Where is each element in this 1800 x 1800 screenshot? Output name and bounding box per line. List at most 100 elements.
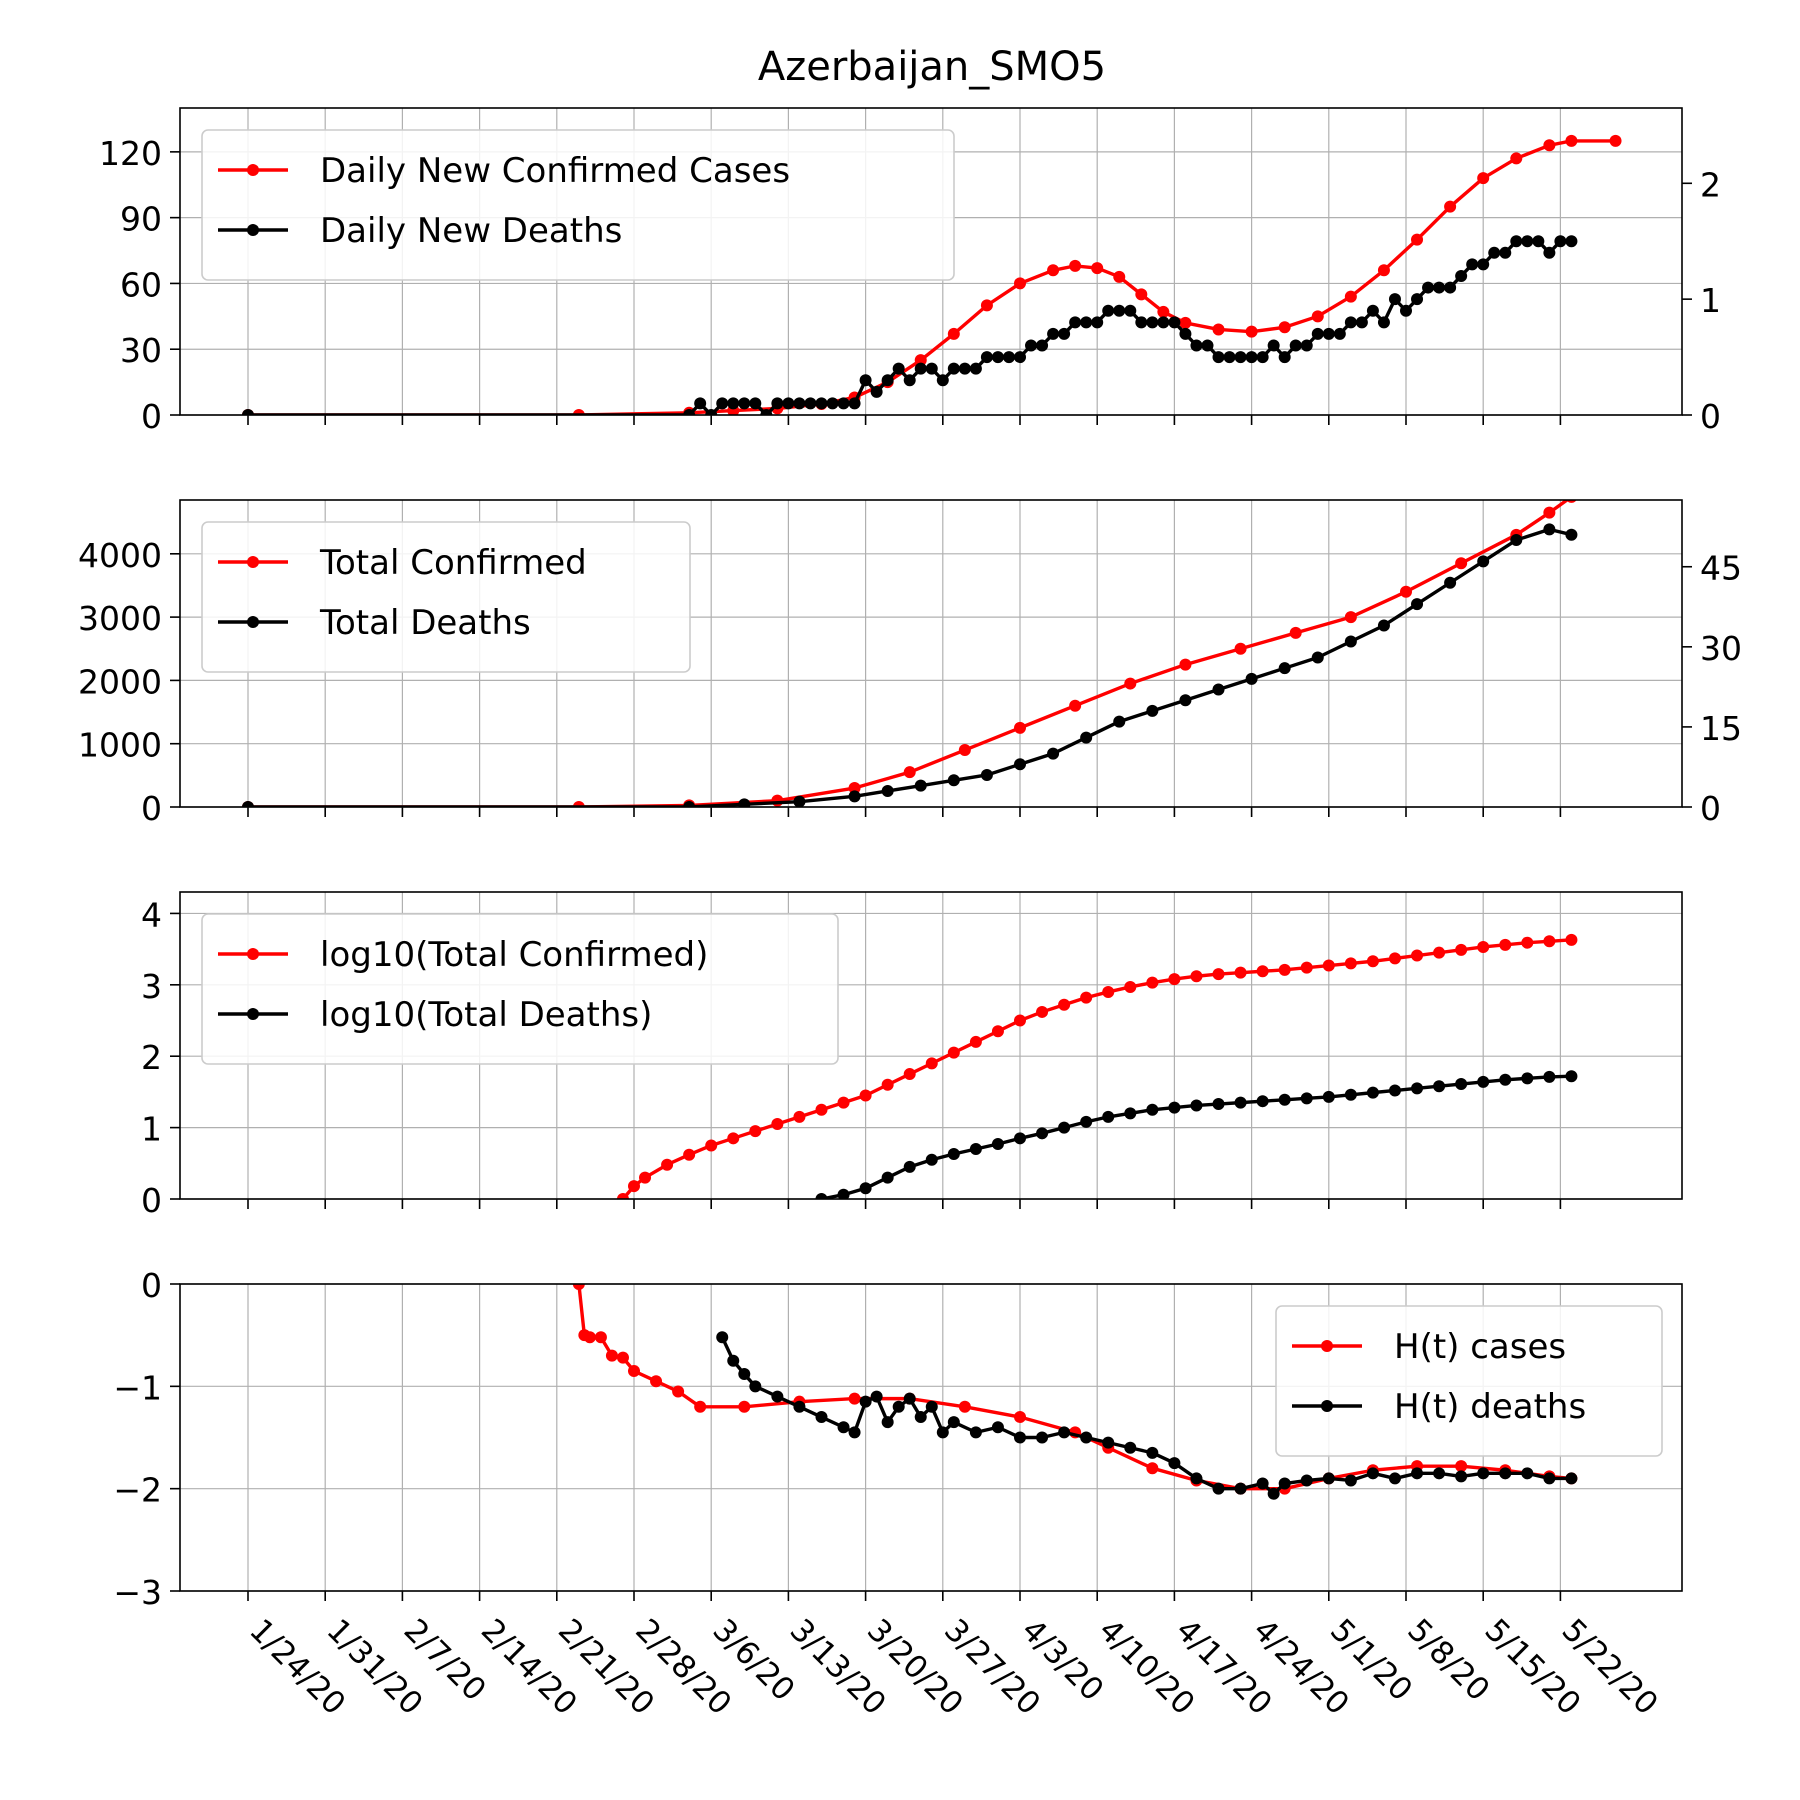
data-point (1212, 1482, 1225, 1495)
data-point (1433, 281, 1446, 294)
data-point (903, 1068, 916, 1081)
data-point (837, 1096, 850, 1109)
data-point (1455, 1460, 1468, 1473)
data-point (771, 794, 784, 807)
data-point (1124, 304, 1137, 317)
y2-tick-label: 15 (1700, 709, 1742, 748)
data-point (947, 1148, 960, 1161)
data-point (1047, 264, 1060, 277)
data-point (1146, 1446, 1159, 1459)
data-point (1278, 1093, 1291, 1106)
data-point (1477, 1467, 1490, 1480)
data-point (738, 1368, 751, 1381)
data-point (242, 801, 254, 807)
data-point (1388, 293, 1401, 306)
data-point (848, 1426, 861, 1439)
data-point (1289, 339, 1302, 352)
data-point (1565, 933, 1578, 946)
plot-frame (179, 1283, 1683, 1592)
data-point (958, 744, 971, 757)
data-point (727, 397, 740, 410)
data-point (1355, 316, 1368, 329)
panel-4: −3 −2 −1 0 H(t) cases H(t) deaths (113, 1266, 1683, 1612)
data-point (705, 1139, 718, 1152)
data-point (1113, 304, 1126, 317)
y-tick-label: −2 (113, 1471, 162, 1510)
data-point (914, 1411, 927, 1424)
data-point (1113, 715, 1126, 728)
data-point (1190, 970, 1203, 983)
data-point (1278, 963, 1291, 976)
data-point (1521, 1072, 1534, 1085)
data-point (1069, 316, 1082, 329)
legend-marker (247, 556, 259, 568)
data-point (1146, 316, 1159, 329)
y-tick-label: 2000 (78, 662, 162, 701)
data-point (738, 397, 751, 410)
plot-frame (179, 891, 1683, 1200)
data-point (1146, 976, 1159, 989)
legend-label: Total Confirmed (319, 543, 587, 583)
data-point (1477, 172, 1490, 185)
data-point (1565, 235, 1578, 248)
data-point (793, 1110, 806, 1123)
data-point (1102, 985, 1115, 998)
data-point (1488, 246, 1501, 259)
data-point (837, 1421, 850, 1434)
data-point (1344, 290, 1357, 303)
data-point (1565, 1472, 1578, 1485)
data-point (1278, 662, 1291, 675)
data-point (1157, 316, 1170, 329)
data-point (903, 374, 916, 387)
data-point (242, 409, 254, 415)
y-tick-label: 3 (141, 967, 162, 1006)
y-tick-label: 3000 (78, 599, 162, 638)
data-point (1058, 327, 1071, 340)
data-point (870, 385, 883, 398)
data-point (1322, 959, 1335, 972)
data-point (1179, 658, 1192, 671)
data-point (1366, 1467, 1379, 1480)
y2-tick-label: 2 (1700, 165, 1721, 204)
data-point (859, 374, 872, 387)
data-point (1190, 1099, 1203, 1112)
data-point (881, 1171, 894, 1184)
y-tick-label: 0 (141, 397, 162, 436)
data-point (616, 1193, 629, 1199)
data-point (1245, 351, 1258, 364)
data-point (1168, 1101, 1181, 1114)
data-point (1157, 305, 1170, 318)
data-point (1278, 351, 1291, 364)
data-point (716, 397, 729, 410)
data-point (1377, 316, 1390, 329)
data-point (1444, 576, 1457, 589)
legend-label: Daily New Confirmed Cases (320, 151, 790, 191)
data-point (1168, 1457, 1181, 1470)
data-point (1135, 288, 1148, 301)
data-point (1256, 965, 1269, 978)
data-point (1609, 134, 1622, 147)
data-point (1433, 1467, 1446, 1480)
data-point (1543, 246, 1556, 259)
y-tick-label: 120 (99, 134, 162, 173)
data-point (1014, 1411, 1026, 1424)
legend-box (201, 913, 839, 1065)
data-point (572, 1284, 585, 1290)
data-point (1179, 694, 1192, 707)
data-point (892, 362, 905, 375)
data-point (1411, 1082, 1424, 1095)
data-point (1256, 351, 1269, 364)
data-point (958, 1400, 971, 1413)
data-point (749, 397, 762, 410)
series-1-2 (242, 235, 1578, 415)
legend-box (201, 129, 955, 281)
legend-marker (247, 948, 259, 960)
data-point (1510, 235, 1523, 248)
data-point (1080, 316, 1093, 329)
data-point (1179, 327, 1192, 340)
panel-3: 0 1 2 3 4 log10(Total Confirmed) log10(Total D… (141, 891, 1683, 1220)
data-point (947, 327, 960, 340)
data-point (1058, 1121, 1071, 1134)
data-point (969, 1426, 982, 1439)
